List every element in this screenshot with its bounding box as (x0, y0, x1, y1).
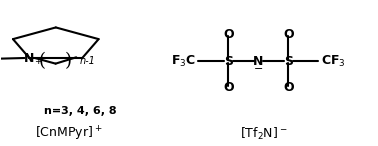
Text: S: S (224, 55, 233, 68)
Text: [CnMPyr]$^+$: [CnMPyr]$^+$ (35, 125, 102, 143)
Text: −: − (254, 64, 263, 74)
Text: O: O (223, 81, 234, 94)
Text: F$_3$C: F$_3$C (171, 54, 196, 69)
Text: S: S (284, 55, 293, 68)
Text: O: O (283, 28, 294, 41)
Text: O: O (223, 28, 234, 41)
Text: n-1: n-1 (80, 56, 96, 66)
Text: N: N (253, 55, 263, 68)
Text: (: ( (38, 53, 45, 71)
Text: CF$_3$: CF$_3$ (321, 54, 346, 69)
Text: [Tf$_2$N]$^-$: [Tf$_2$N]$^-$ (240, 126, 287, 142)
Text: N: N (24, 52, 34, 65)
Text: n=3, 4, 6, 8: n=3, 4, 6, 8 (44, 106, 116, 116)
Text: +: + (34, 57, 41, 66)
Text: O: O (283, 81, 294, 94)
Text: ): ) (65, 53, 71, 71)
